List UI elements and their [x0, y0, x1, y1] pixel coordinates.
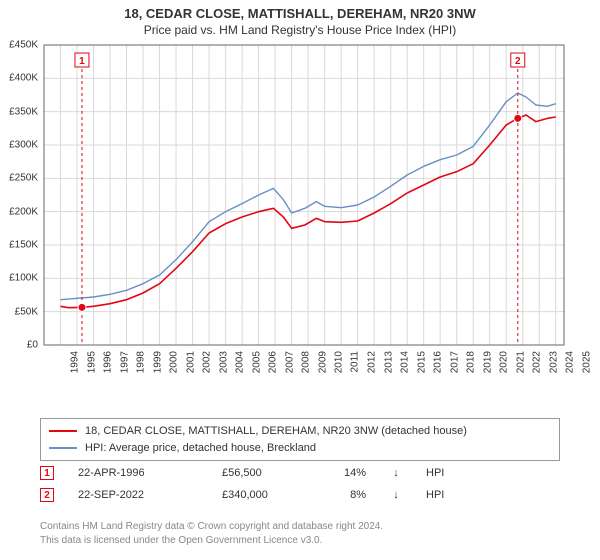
y-tick-label: £50K	[0, 306, 38, 317]
sales-row: 1 22-APR-1996 £56,500 14% ↓ HPI	[40, 462, 560, 484]
y-tick-label: £400K	[0, 73, 38, 84]
y-tick-label: £200K	[0, 206, 38, 217]
x-tick-label: 1995	[86, 351, 97, 373]
x-tick-label: 2012	[366, 351, 377, 373]
x-tick-label: 2004	[234, 351, 245, 373]
x-tick-label: 2025	[581, 351, 592, 373]
x-tick-label: 2017	[449, 351, 460, 373]
legend-label-property: 18, CEDAR CLOSE, MATTISHALL, DEREHAM, NR…	[85, 423, 467, 440]
legend: 18, CEDAR CLOSE, MATTISHALL, DEREHAM, NR…	[40, 418, 560, 461]
footnote: Contains HM Land Registry data © Crown c…	[40, 520, 560, 547]
page-title: 18, CEDAR CLOSE, MATTISHALL, DEREHAM, NR…	[0, 0, 600, 21]
legend-row-property: 18, CEDAR CLOSE, MATTISHALL, DEREHAM, NR…	[49, 423, 551, 440]
x-tick-label: 2009	[317, 351, 328, 373]
x-tick-label: 2023	[548, 351, 559, 373]
sale-pct: 8%	[326, 489, 366, 501]
x-tick-label: 2018	[465, 351, 476, 373]
sale-price: £340,000	[222, 489, 302, 501]
x-tick-label: 2000	[168, 351, 179, 373]
x-tick-label: 2020	[498, 351, 509, 373]
chart: 1 2 £0 £50K £100K £150K £200K £250K £300K £350K £…	[0, 41, 600, 411]
sales-table: 1 22-APR-1996 £56,500 14% ↓ HPI 2 22-SEP…	[40, 462, 560, 506]
marker-box-2: 2	[40, 488, 54, 502]
y-tick-label: £350K	[0, 106, 38, 117]
legend-swatch-property	[49, 430, 77, 432]
x-tick-label: 2011	[349, 351, 360, 373]
x-tick-label: 2024	[564, 351, 575, 373]
sale-pct: 14%	[326, 467, 366, 479]
marker-box-1: 1	[40, 466, 54, 480]
legend-row-hpi: HPI: Average price, detached house, Brec…	[49, 440, 551, 457]
footnote-line: Contains HM Land Registry data © Crown c…	[40, 520, 560, 534]
x-tick-label: 1998	[135, 351, 146, 373]
svg-text:2: 2	[515, 56, 521, 67]
sale-vs: HPI	[426, 467, 444, 479]
legend-swatch-hpi	[49, 447, 77, 449]
page-subtitle: Price paid vs. HM Land Registry's House …	[0, 21, 600, 41]
footnote-line: This data is licensed under the Open Gov…	[40, 534, 560, 548]
x-tick-label: 1994	[69, 351, 80, 373]
x-tick-label: 2002	[201, 351, 212, 373]
x-tick-label: 2016	[432, 351, 443, 373]
x-tick-label: 2019	[482, 351, 493, 373]
x-tick-label: 2010	[333, 351, 344, 373]
x-tick-label: 2008	[300, 351, 311, 373]
sale-vs: HPI	[426, 489, 444, 501]
x-tick-label: 2007	[284, 351, 295, 373]
sale-price: £56,500	[222, 467, 302, 479]
x-tick-label: 2005	[251, 351, 262, 373]
y-tick-label: £250K	[0, 173, 38, 184]
x-tick-label: 2015	[416, 351, 427, 373]
down-arrow-icon: ↓	[390, 489, 402, 501]
x-tick-label: 2021	[515, 351, 526, 373]
x-tick-label: 2003	[218, 351, 229, 373]
y-tick-label: £0	[0, 340, 38, 351]
sale-date: 22-APR-1996	[78, 467, 198, 479]
x-tick-label: 2001	[185, 351, 196, 373]
y-tick-label: £150K	[0, 240, 38, 251]
y-tick-label: £300K	[0, 140, 38, 151]
y-tick-label: £450K	[0, 40, 38, 51]
sales-row: 2 22-SEP-2022 £340,000 8% ↓ HPI	[40, 484, 560, 506]
x-tick-label: 2014	[399, 351, 410, 373]
sale-date: 22-SEP-2022	[78, 489, 198, 501]
x-tick-label: 2022	[531, 351, 542, 373]
down-arrow-icon: ↓	[390, 467, 402, 479]
x-tick-label: 1996	[102, 351, 113, 373]
x-tick-label: 2006	[267, 351, 278, 373]
svg-text:1: 1	[79, 56, 85, 67]
x-tick-label: 1999	[152, 351, 163, 373]
legend-label-hpi: HPI: Average price, detached house, Brec…	[85, 440, 316, 457]
x-tick-label: 2013	[383, 351, 394, 373]
x-tick-label: 1997	[119, 351, 130, 373]
y-tick-label: £100K	[0, 273, 38, 284]
